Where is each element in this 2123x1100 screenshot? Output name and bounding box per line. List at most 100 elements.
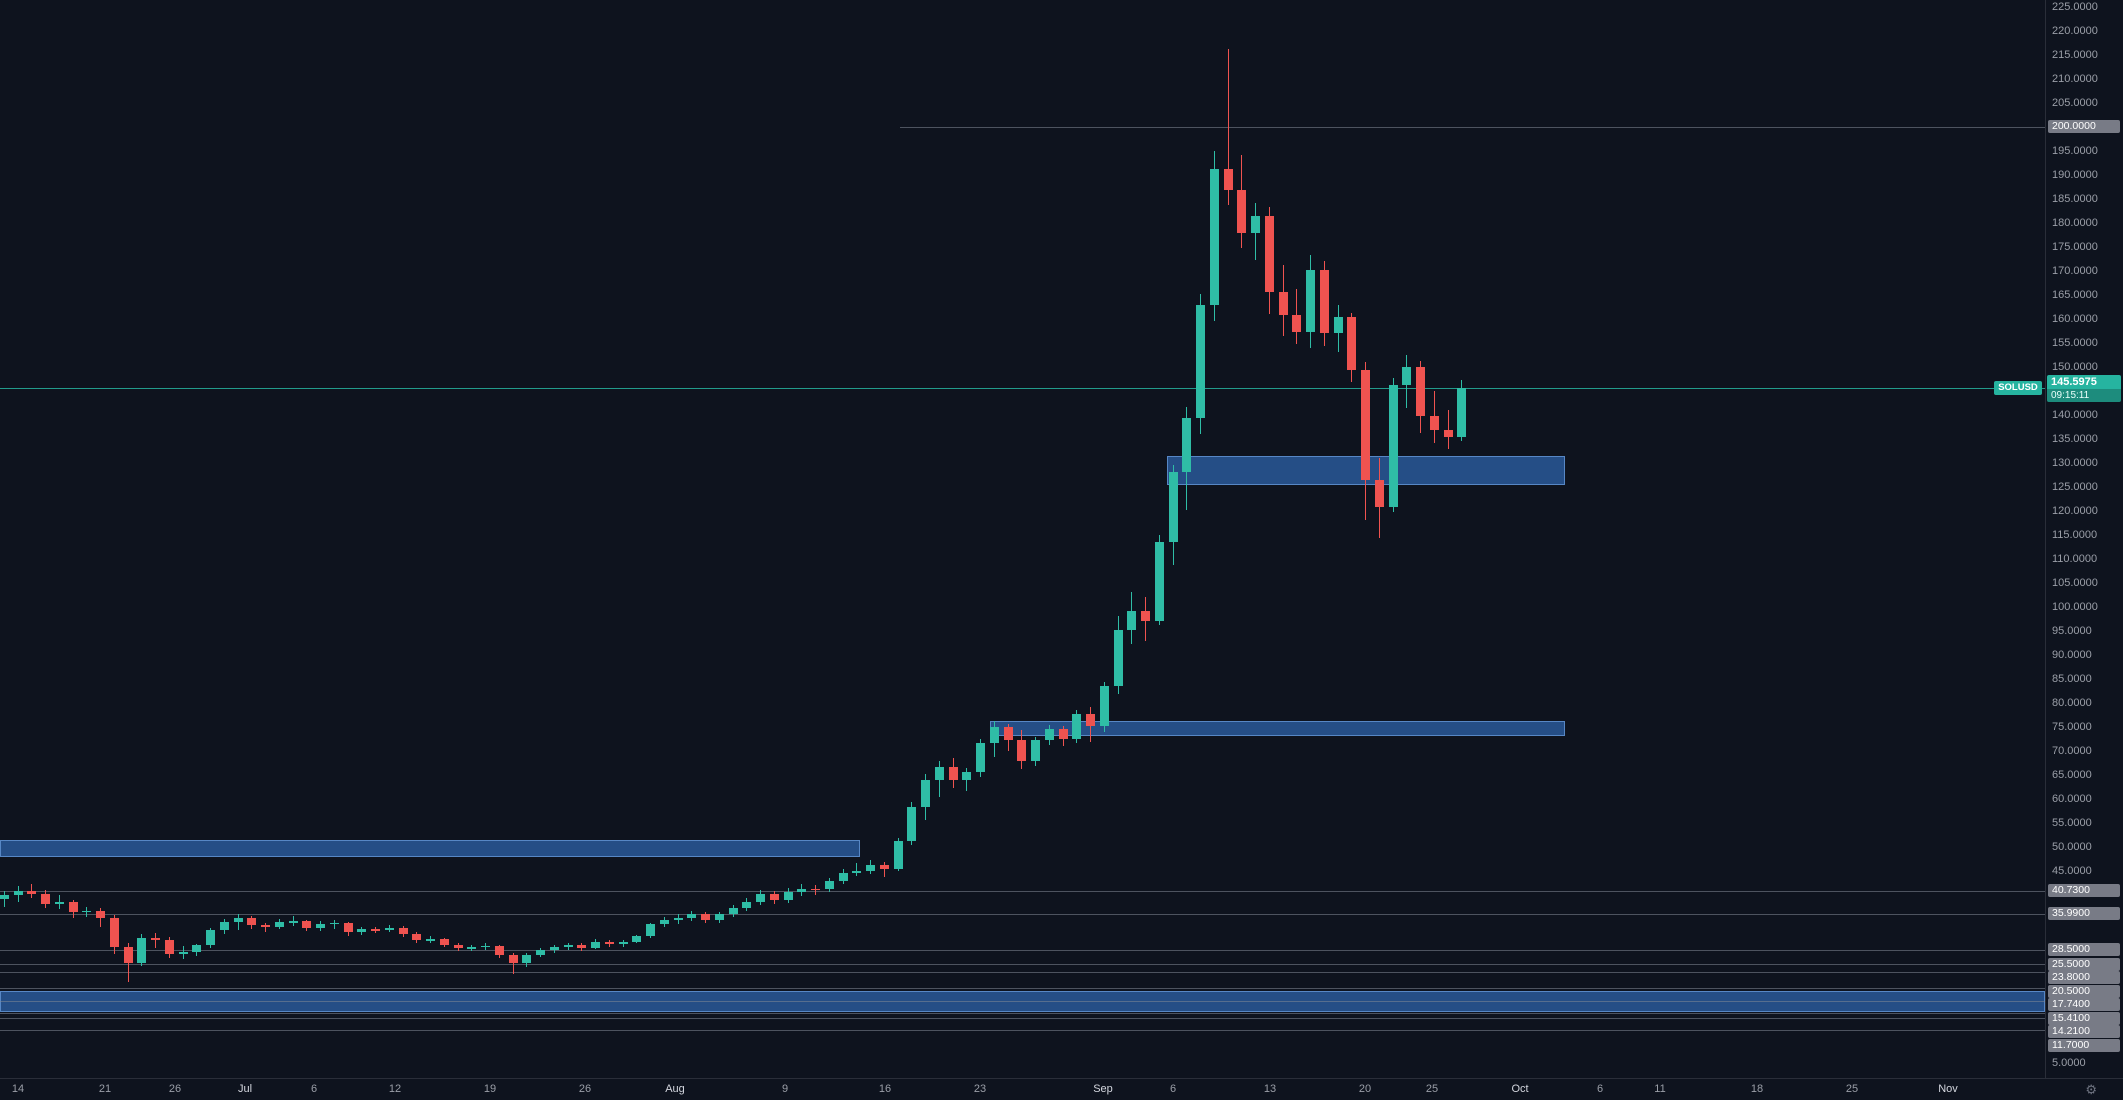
- candle-body: [797, 888, 807, 892]
- candle-body: [673, 917, 683, 921]
- price-line-label: 11.7000: [2048, 1038, 2120, 1052]
- price-line-label: 20.5000: [2048, 984, 2120, 998]
- time-tick-label: 12: [388, 1083, 402, 1095]
- axis-settings-gear-icon[interactable]: ⚙: [2085, 1082, 2097, 1097]
- time-tick-label: 25: [1845, 1083, 1859, 1095]
- time-tick-label: 19: [483, 1083, 497, 1095]
- time-tick-label: 6: [1169, 1083, 1177, 1095]
- candle-body: [68, 901, 78, 913]
- time-tick-label: Sep: [1093, 1083, 1113, 1095]
- candle-body: [109, 917, 119, 947]
- price-tick-label: 150.0000: [2052, 360, 2098, 373]
- horizontal-price-line[interactable]: [0, 913, 2045, 915]
- candle-body: [907, 807, 917, 842]
- price-tick-label: 110.0000: [2052, 552, 2098, 565]
- price-line-label: 25.5000: [2048, 957, 2120, 971]
- price-line-label: 200.0000: [2048, 120, 2120, 133]
- candle-body: [1319, 270, 1329, 333]
- horizontal-price-line[interactable]: [0, 1001, 2045, 1003]
- candle-body: [1141, 610, 1150, 622]
- candle-body: [756, 893, 765, 902]
- price-tick-label: 220.0000: [2052, 24, 2098, 37]
- price-line-label: 23.8000: [2048, 971, 2120, 985]
- price-line-label: 17.7400: [2048, 998, 2120, 1012]
- horizontal-price-line[interactable]: [0, 890, 2045, 892]
- candle-body: [618, 941, 628, 945]
- candle-body: [577, 945, 587, 948]
- candle-body: [1251, 216, 1260, 234]
- price-tick-label: 70.0000: [2052, 744, 2092, 757]
- horizontal-price-line[interactable]: [0, 1012, 2045, 1014]
- candle-body: [384, 927, 394, 931]
- time-tick-label: 25: [1425, 1083, 1439, 1095]
- candle-body: [508, 955, 518, 963]
- price-tick-label: 80.0000: [2052, 696, 2092, 709]
- candle-wick: [100, 908, 101, 928]
- price-tick-label: 55.0000: [2052, 816, 2092, 829]
- time-tick-label: 6: [1596, 1083, 1604, 1095]
- candle-body: [0, 894, 9, 899]
- price-line-label: 40.7300: [2048, 884, 2120, 898]
- price-tick-label: 175.0000: [2052, 240, 2098, 253]
- candle-body: [439, 939, 449, 945]
- candle-body: [659, 920, 669, 925]
- candle-body: [989, 727, 999, 744]
- candle-wick: [1227, 48, 1229, 205]
- horizontal-price-line[interactable]: [0, 964, 2045, 966]
- price-tick-label: 160.0000: [2052, 312, 2098, 325]
- candle-body: [1099, 685, 1109, 727]
- price-tick-label: 140.0000: [2052, 408, 2098, 421]
- candle-body: [838, 872, 848, 881]
- candle-body: [274, 922, 284, 927]
- candle-body: [632, 936, 642, 942]
- price-axis[interactable]: 145.5975 09:15:11 225.0000 220.0000 215.00…: [2045, 0, 2123, 1078]
- candle-body: [646, 924, 655, 937]
- horizontal-price-line[interactable]: [0, 1030, 2045, 1032]
- price-tick-label: 195.0000: [2052, 144, 2098, 157]
- candle-body: [123, 946, 133, 963]
- candle-body: [316, 924, 325, 928]
- price-tick-label: 155.0000: [2052, 336, 2098, 349]
- time-tick-label: Oct: [1511, 1083, 1529, 1095]
- time-tick-label: 14: [11, 1083, 25, 1095]
- candle-body: [371, 929, 380, 931]
- price-tick-label: 120.0000: [2052, 504, 2098, 517]
- supply-demand-zone[interactable]: [0, 839, 860, 857]
- time-tick-label: Aug: [665, 1083, 685, 1095]
- chart-plot[interactable]: [0, 0, 2045, 1078]
- candle-body: [687, 914, 697, 918]
- candle-body: [233, 918, 243, 922]
- candle-wick: [292, 916, 294, 926]
- candle-body: [494, 945, 504, 956]
- price-tick-label: 180.0000: [2052, 216, 2098, 229]
- price-tick-label: 225.0000: [2052, 0, 2098, 13]
- candle-body: [1388, 385, 1398, 507]
- horizontal-price-line[interactable]: [0, 949, 2045, 951]
- time-tick-label: 18: [1750, 1083, 1764, 1095]
- candle-countdown: 09:15:11: [2047, 389, 2121, 403]
- candle-body: [1182, 417, 1192, 472]
- candle-wick: [1447, 410, 1449, 450]
- candle-wick: [883, 861, 885, 878]
- horizontal-price-line[interactable]: [900, 126, 2045, 128]
- candle-body: [879, 864, 889, 869]
- price-tick-label: 60.0000: [2052, 792, 2092, 805]
- candle-wick: [155, 932, 156, 949]
- candle-body: [13, 890, 23, 895]
- candle-body: [714, 913, 724, 920]
- horizontal-price-line[interactable]: [0, 1018, 2045, 1020]
- price-tick-label: 205.0000: [2052, 96, 2098, 109]
- candle-body: [219, 921, 229, 931]
- horizontal-price-line[interactable]: [0, 972, 2045, 974]
- candle-body: [1086, 714, 1095, 727]
- candle-body: [1264, 216, 1274, 293]
- candle-body: [1031, 739, 1040, 761]
- candle-body: [398, 927, 408, 934]
- candle-body: [1237, 189, 1247, 234]
- time-axis[interactable]: ⚙ 14 21 26 Jul 6 12 19 26 Aug 9 16 23 Sep 6 13 20 25 Oct 6…: [0, 1078, 2123, 1100]
- price-tick-label: 215.0000: [2052, 48, 2098, 61]
- candle-body: [164, 940, 174, 955]
- horizontal-price-line[interactable]: [0, 988, 2045, 990]
- time-tick-label: 20: [1358, 1083, 1372, 1095]
- candle-body: [151, 937, 160, 941]
